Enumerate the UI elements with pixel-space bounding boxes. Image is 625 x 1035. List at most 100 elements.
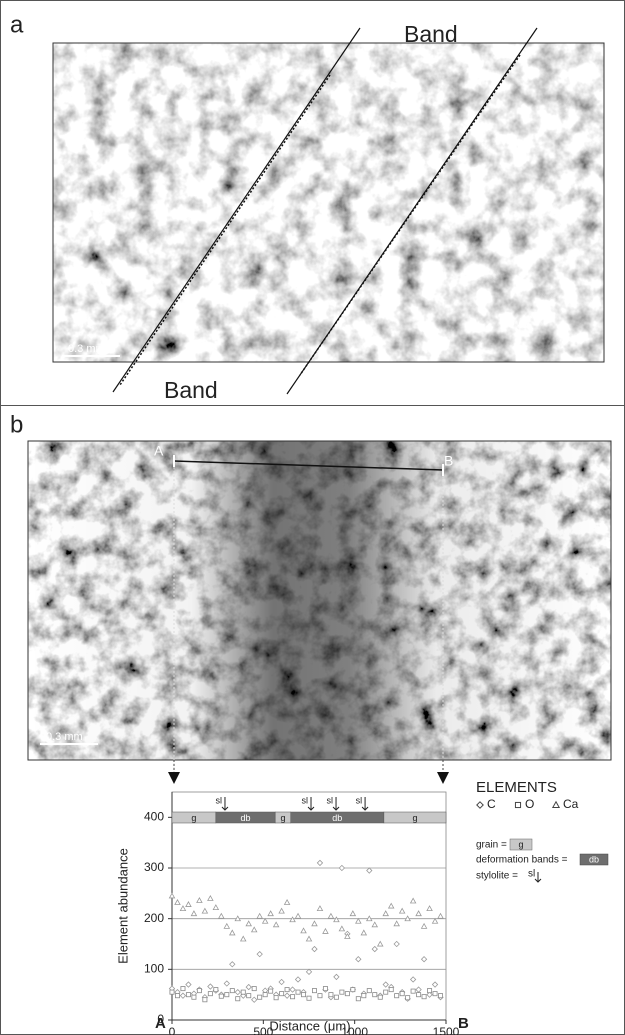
stylolite-label: sl [356, 795, 363, 805]
point [384, 990, 388, 994]
point [296, 990, 300, 994]
legend-label: Ca [563, 797, 579, 811]
key-deformation: deformation bands = [476, 855, 568, 866]
point [433, 992, 437, 996]
key-stylolite-arrow [535, 872, 541, 882]
point [438, 994, 442, 998]
point [274, 996, 278, 1000]
band-label: db [332, 813, 342, 823]
legend-marker [553, 802, 559, 808]
band-label: db [241, 813, 251, 823]
y-tick-label: 400 [144, 810, 164, 824]
point [340, 990, 344, 994]
point [252, 987, 256, 991]
point [170, 990, 174, 994]
point [236, 997, 240, 1001]
point [318, 994, 322, 998]
x-tick-label: 1000 [341, 1025, 368, 1035]
point [362, 994, 366, 998]
profile-start-label: A [154, 443, 164, 459]
point [367, 989, 371, 993]
page: a Band Band 0.3 mm b A B 0.3 mm A B Dist… [0, 0, 625, 1035]
point [247, 994, 251, 998]
point [356, 997, 360, 1001]
key-stylolite: stylolite = [476, 871, 518, 882]
point [230, 989, 234, 993]
panel-label: a [10, 11, 24, 38]
legend-marker [515, 802, 520, 807]
band-label: Band [404, 21, 458, 47]
micrograph [53, 43, 604, 362]
band-label: g [191, 813, 196, 823]
band-label: g [280, 813, 285, 823]
point [263, 993, 267, 997]
point [323, 987, 327, 991]
point [203, 998, 207, 1002]
stylolite-label: sl [302, 795, 309, 805]
x-tick-label: 500 [253, 1025, 273, 1035]
y-axis-title: Element abundance [115, 848, 130, 964]
point [197, 989, 201, 993]
band-label: Band [164, 377, 218, 403]
y-tick-label: 100 [144, 962, 164, 976]
key-db-box-label: db [589, 854, 599, 864]
point [329, 993, 333, 997]
plot-area [172, 792, 446, 1020]
point [301, 993, 305, 997]
key-stylolite-mark: sl [528, 869, 535, 880]
point [422, 995, 426, 999]
point [334, 995, 338, 999]
x-tick-label: 0 [169, 1025, 176, 1035]
y-tick-label: 200 [144, 911, 164, 925]
point [345, 992, 349, 996]
point [186, 993, 190, 997]
point [219, 994, 223, 998]
legend-label: C [487, 797, 496, 811]
point [269, 989, 273, 993]
y-tick-label: 0 [157, 1012, 164, 1026]
key-grain-box-label: g [518, 839, 523, 849]
legend-marker [477, 802, 483, 808]
band-label: g [412, 813, 417, 823]
point [175, 994, 179, 998]
guide-arrow [437, 772, 449, 784]
key-grain: grain = [476, 840, 507, 851]
x-tick-label: 1500 [433, 1025, 460, 1035]
x-axis-title: Distance (μm) [269, 1018, 350, 1033]
point [373, 993, 377, 997]
point [411, 989, 415, 993]
scale-label: 0.3 mm [46, 731, 83, 743]
point [181, 987, 185, 991]
guide-arrow [168, 772, 180, 784]
point [241, 990, 245, 994]
point [389, 988, 393, 992]
panel-label: b [10, 411, 23, 438]
point [208, 992, 212, 996]
point [395, 994, 399, 998]
stylolite-label: sl [327, 795, 334, 805]
point [351, 988, 355, 992]
point [192, 995, 196, 999]
figure: a Band Band 0.3 mm b A B 0.3 mm A B Dist… [0, 0, 625, 1035]
point [427, 989, 431, 993]
legend-label: O [525, 797, 534, 811]
point [307, 996, 311, 1000]
scale-label: 0.3 mm [68, 343, 105, 355]
legend-title: ELEMENTS [476, 779, 557, 796]
point [225, 993, 229, 997]
point [258, 995, 262, 999]
stylolite-label: sl [215, 795, 222, 805]
y-tick-label: 300 [144, 860, 164, 874]
deformation-band-shade [28, 441, 611, 760]
point [312, 989, 316, 993]
point [378, 995, 382, 999]
point [285, 988, 289, 992]
point [280, 992, 284, 996]
point [400, 992, 404, 996]
point [290, 995, 294, 999]
point [214, 988, 218, 992]
profile-end-label: B [444, 453, 453, 469]
profile-end-label: B [458, 1015, 469, 1032]
point [417, 993, 421, 997]
point [406, 996, 410, 1000]
